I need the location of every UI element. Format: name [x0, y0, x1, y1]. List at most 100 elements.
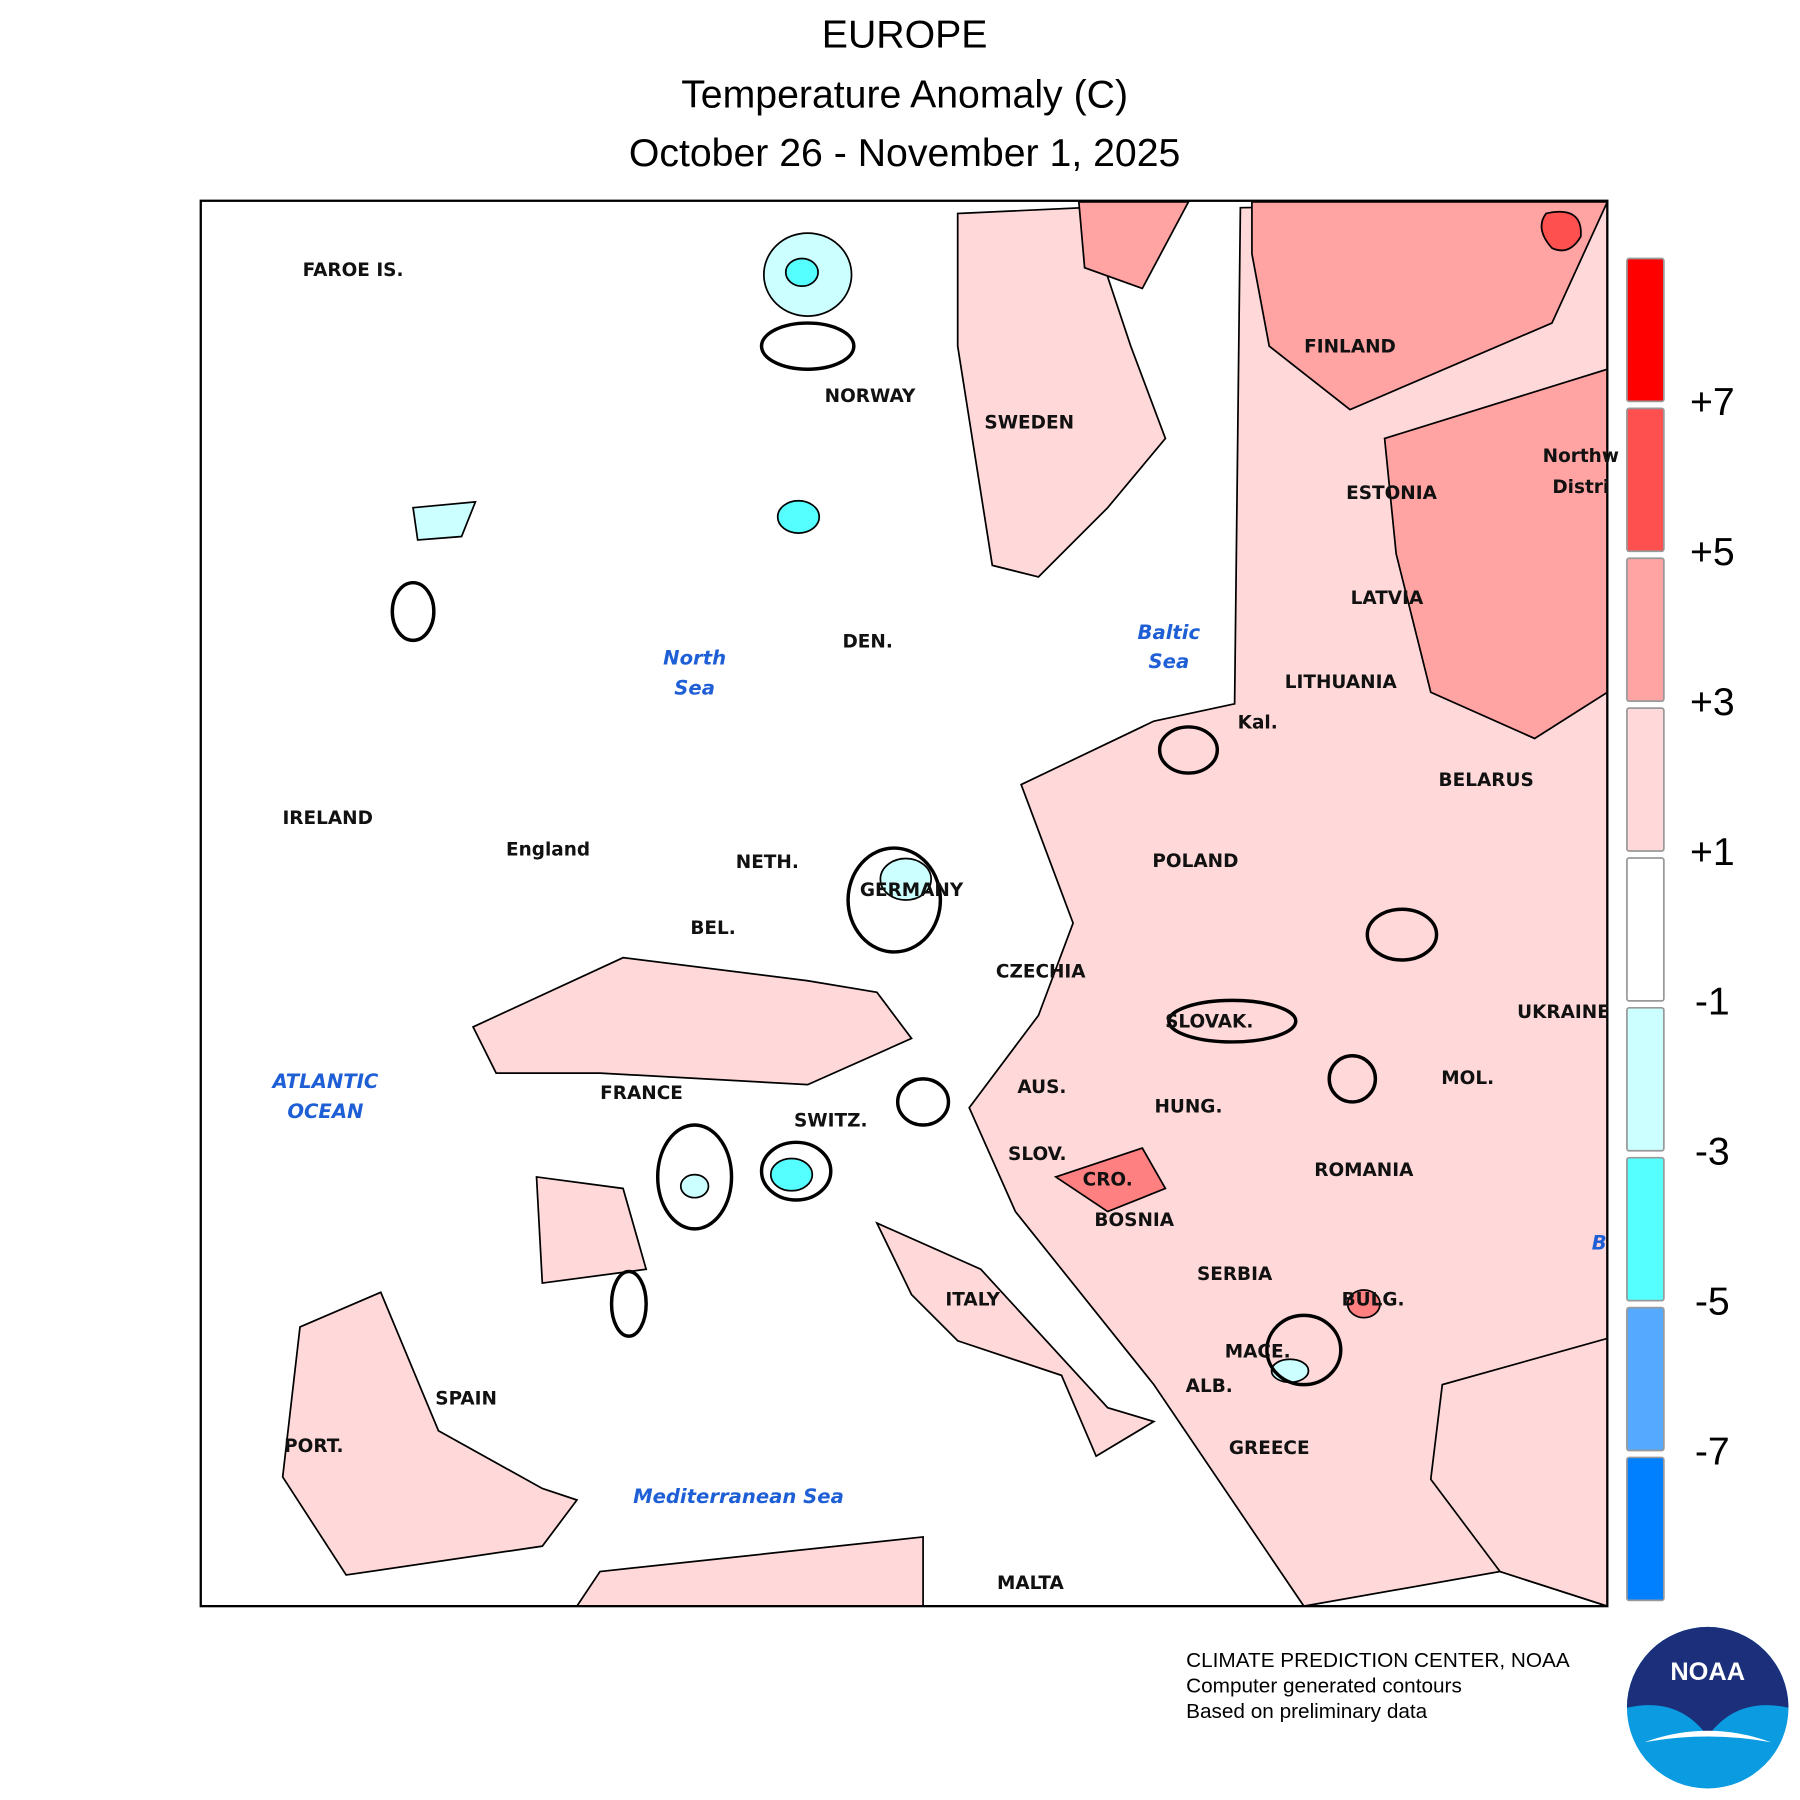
place-label: CZECHIA — [996, 962, 1086, 983]
contour — [759, 1140, 833, 1202]
anomaly-area — [1251, 201, 1608, 411]
anomaly-area — [679, 1173, 710, 1199]
place-label: ITALY — [945, 1289, 1000, 1310]
legend-swatch — [1626, 1456, 1665, 1602]
place-label: POLAND — [1152, 851, 1238, 872]
place-label: MOL. — [1441, 1068, 1494, 1089]
place-label: ALB. — [1186, 1376, 1233, 1397]
contour — [759, 321, 856, 371]
place-label: FAROE IS. — [303, 260, 404, 281]
anomaly-area — [784, 257, 819, 288]
anomaly-area — [1429, 1337, 1608, 1607]
anomaly-area — [575, 1535, 924, 1607]
anomaly-area — [281, 1291, 579, 1576]
legend-swatch — [1626, 407, 1665, 553]
legend-tick-label: +7 — [1690, 380, 1735, 424]
sea-label: Baltic — [1138, 621, 1201, 644]
title: EUROPE — [822, 12, 988, 56]
place-label: MALTA — [997, 1573, 1065, 1594]
anomaly-area — [1346, 1289, 1381, 1319]
anomaly-area — [1540, 211, 1582, 252]
contour — [1157, 725, 1220, 775]
sea-label: Mediterranean Sea — [633, 1485, 844, 1508]
place-label: FINLAND — [1304, 336, 1396, 357]
place-label: ROMANIA — [1314, 1160, 1414, 1181]
dates: October 26 - November 1, 2025 — [629, 131, 1181, 175]
anomaly-area — [769, 1157, 814, 1192]
legend-swatch — [1626, 1156, 1665, 1302]
place-label: Distri — [1552, 477, 1609, 498]
legend-swatch — [1626, 1306, 1665, 1452]
sea-label: ATLANTIC — [270, 1070, 378, 1093]
place-label: FRANCE — [600, 1083, 683, 1104]
contour — [390, 580, 436, 643]
legend-tick-label: -7 — [1695, 1429, 1730, 1473]
place-label: NORWAY — [825, 386, 916, 407]
anomaly-area — [875, 1221, 1156, 1458]
footer-line: Based on preliminary data — [1186, 1700, 1428, 1723]
place-label: BULG. — [1342, 1289, 1405, 1310]
sea-label: B — [1592, 1231, 1607, 1254]
place-label: LITHUANIA — [1285, 672, 1398, 693]
legend-tick-label: +1 — [1690, 830, 1735, 874]
place-label: NETH. — [736, 852, 799, 873]
place-label: Kal. — [1238, 712, 1278, 733]
contour — [1327, 1054, 1378, 1104]
place-label: AUS. — [1017, 1077, 1066, 1098]
place-label: UKRAINE — [1517, 1002, 1610, 1023]
legend-tick-label: -3 — [1695, 1130, 1730, 1174]
place-label: England — [506, 839, 590, 860]
place-label: GERMANY — [860, 880, 964, 901]
anomaly-area — [776, 499, 821, 534]
place-label: SLOV. — [1008, 1144, 1067, 1165]
contour — [895, 1077, 951, 1127]
place-label: GREECE — [1229, 1438, 1310, 1459]
legend: +7 +5 +3 +1 -1 -3 -5 -7 — [1626, 257, 1735, 1602]
contour — [1265, 1313, 1343, 1387]
place-label: IRELAND — [282, 808, 372, 829]
place-label: SERBIA — [1197, 1264, 1273, 1285]
logo-top — [1626, 1626, 1789, 1737]
anomaly-area — [1383, 368, 1608, 740]
contour — [609, 1269, 648, 1338]
anomaly-area — [879, 857, 933, 901]
place-label: BEL. — [690, 918, 735, 939]
footer-line: CLIMATE PREDICTION CENTER, NOAA — [1186, 1649, 1570, 1672]
anomaly-area — [1053, 1147, 1167, 1213]
legend-swatch — [1626, 557, 1665, 703]
legend-tick-label: +3 — [1690, 680, 1735, 724]
place-label: SWEDEN — [984, 412, 1074, 433]
place-label: SLOVAK. — [1165, 1011, 1253, 1032]
contour — [1365, 907, 1439, 962]
place-label: HUNG. — [1154, 1097, 1222, 1118]
place-label: MACE. — [1225, 1341, 1291, 1362]
sea-label: North — [663, 646, 726, 669]
legend-swatch — [1626, 707, 1665, 852]
anomaly-fields — [281, 201, 1608, 1607]
place-label: SPAIN — [435, 1389, 497, 1410]
place-label: PORT. — [284, 1436, 343, 1457]
place-label: BELARUS — [1439, 770, 1534, 791]
place-label: DEN. — [842, 632, 892, 653]
sea-label: Sea — [674, 676, 715, 699]
sea-label: Sea — [1149, 650, 1190, 673]
sea-label: OCEAN — [287, 1100, 363, 1123]
map-frame — [199, 199, 1609, 1608]
anomaly-area — [535, 1175, 648, 1285]
legend-swatch — [1626, 857, 1665, 1002]
place-label: ESTONIA — [1346, 483, 1437, 504]
logo-text: NOAA — [1670, 1658, 1745, 1686]
map: FAROE IS. NORWAY SWEDEN FINLAND ESTONIA LATVI… — [199, 199, 1619, 1608]
subtitle: Temperature Anomaly (C) — [681, 72, 1128, 116]
noaa-logo: NOAA — [1626, 1626, 1789, 1789]
place-label: BOSNIA — [1094, 1210, 1174, 1231]
place-label: LATVIA — [1351, 588, 1424, 609]
anomaly-area — [1270, 1358, 1310, 1384]
legend-tick-label: -1 — [1695, 980, 1730, 1024]
place-label: SWITZ. — [794, 1111, 868, 1132]
legend-swatch — [1626, 1006, 1665, 1152]
anomaly-area — [412, 500, 477, 541]
legend-swatch — [1626, 257, 1665, 403]
contour — [1167, 998, 1298, 1044]
